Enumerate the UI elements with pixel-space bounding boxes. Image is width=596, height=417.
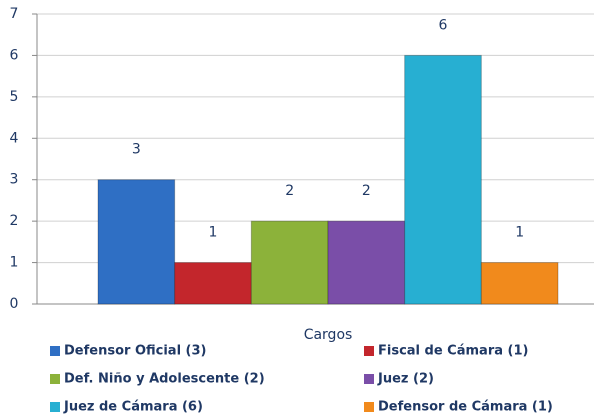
legend-label: Defensor Oficial (3) <box>64 344 206 359</box>
y-tick-label: 4 <box>10 130 19 146</box>
legend-label: Fiscal de Cámara (1) <box>378 344 528 359</box>
data-label: 1 <box>209 225 218 241</box>
legend-swatch <box>364 346 374 356</box>
legend-swatch <box>50 402 60 412</box>
legend-swatch <box>50 374 60 384</box>
bar <box>250 220 329 305</box>
legend-label: Def. Niño y Adolescente (2) <box>64 372 265 387</box>
y-tick-label: 0 <box>10 296 19 312</box>
data-label: 3 <box>132 142 141 158</box>
data-label: 6 <box>439 17 448 33</box>
y-tick-label: 5 <box>10 89 19 105</box>
y-tick-label: 2 <box>10 213 19 229</box>
x-axis-label: Cargos <box>304 327 353 343</box>
legend-label: Juez (2) <box>377 372 434 387</box>
data-label: 1 <box>515 225 524 241</box>
bar <box>174 262 252 305</box>
data-label: 2 <box>285 183 294 199</box>
y-tick-label: 6 <box>10 47 19 63</box>
legend-label: Defensor de Cámara (1) <box>378 400 553 415</box>
legend-swatch <box>50 346 60 356</box>
bar <box>97 179 176 305</box>
data-label: 2 <box>362 183 371 199</box>
legend-label: Juez de Cámara (6) <box>63 400 203 415</box>
bar <box>327 220 406 305</box>
y-tick-label: 1 <box>10 255 19 271</box>
bar <box>480 262 559 305</box>
bar <box>404 54 482 305</box>
legend-swatch <box>364 374 374 384</box>
y-tick-label: 7 <box>10 6 19 22</box>
y-tick-label: 3 <box>10 172 19 188</box>
legend-swatch <box>364 402 374 412</box>
